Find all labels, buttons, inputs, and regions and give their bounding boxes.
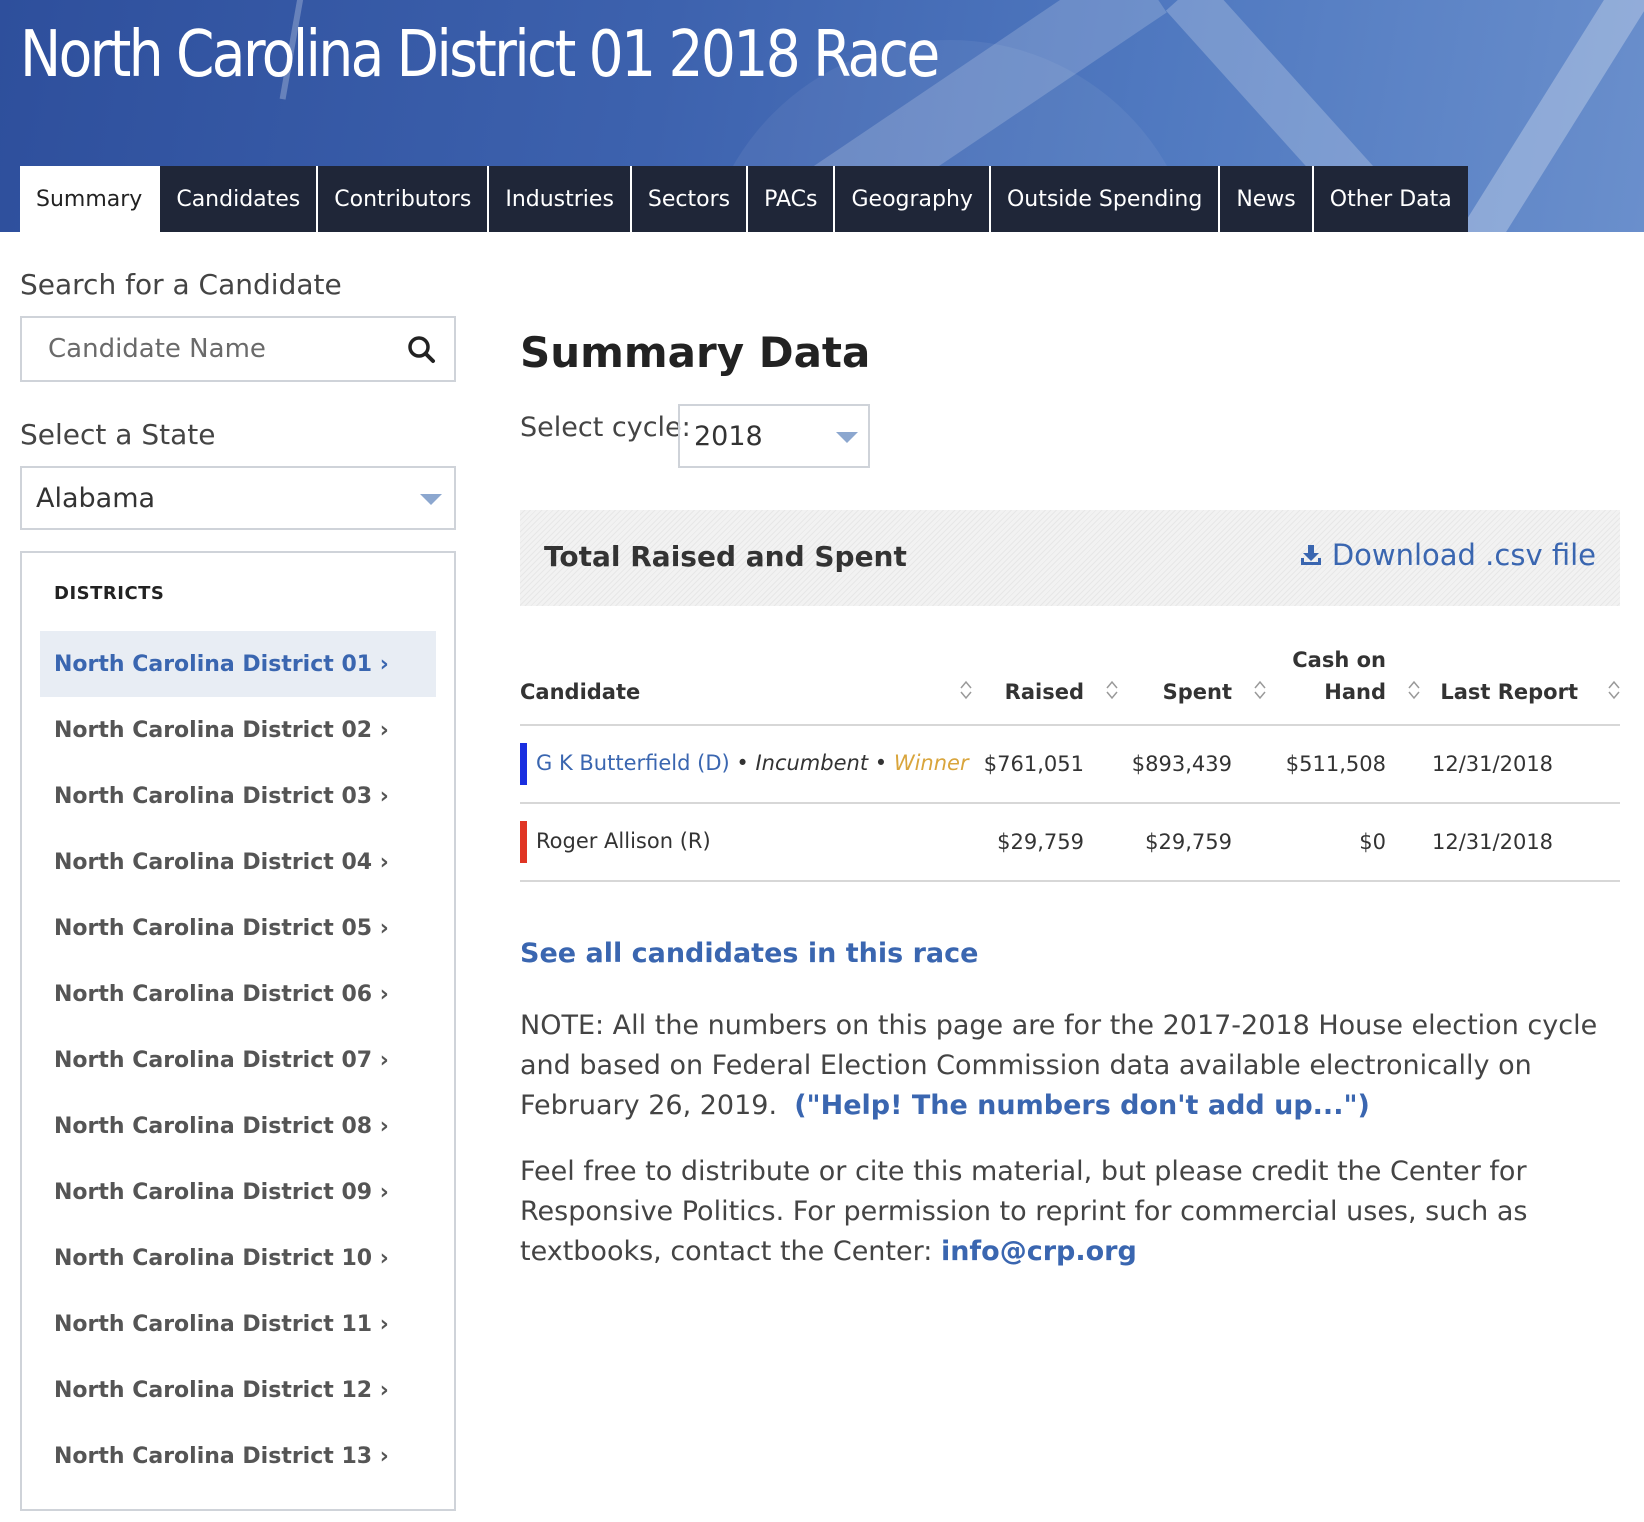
party-indicator-republican	[520, 821, 527, 863]
district-link-06[interactable]: North Carolina District 06 ›	[54, 981, 389, 1007]
last-report-cell: 12/31/2018	[1420, 803, 1620, 882]
district-link-03[interactable]: North Carolina District 03 ›	[54, 783, 389, 809]
cash-cell: $511,508	[1266, 725, 1420, 804]
tab-industries[interactable]: Industries	[489, 166, 632, 232]
tab-candidates[interactable]: Candidates	[160, 166, 319, 232]
state-label: Select a State	[20, 418, 216, 451]
table-row: Roger Allison (R) $29,759 $29,759 $0 12/…	[520, 803, 1620, 882]
col-cash-on-hand[interactable]: Cash on Hand	[1266, 644, 1420, 726]
district-link-05[interactable]: North Carolina District 05 ›	[54, 915, 389, 941]
col-raised-label: Raised	[1004, 680, 1084, 704]
district-link-08[interactable]: North Carolina District 08 ›	[54, 1113, 389, 1139]
candidate-link[interactable]: G K Butterfield (D)	[536, 751, 730, 775]
email-link[interactable]: info@crp.org	[940, 1236, 1137, 1267]
summary-title: Summary Data	[520, 328, 871, 377]
col-spent[interactable]: Spent	[1118, 644, 1266, 726]
raised-cell: $29,759	[972, 803, 1118, 882]
page-header: North Carolina District 01 2018 Race Sum…	[0, 0, 1644, 232]
state-select[interactable]: Alabama	[20, 466, 456, 530]
incumbent-label: Incumbent	[755, 751, 869, 775]
tab-summary[interactable]: Summary	[20, 166, 161, 232]
tab-outside-spending[interactable]: Outside Spending	[990, 166, 1221, 232]
district-link-01[interactable]: North Carolina District 01 ›	[40, 631, 436, 697]
col-cash-label-line1: Cash on	[1292, 648, 1386, 672]
sort-icon	[960, 680, 972, 700]
see-all-candidates-link[interactable]: See all candidates in this race	[520, 938, 979, 969]
spent-cell: $29,759	[1118, 803, 1266, 882]
note-paragraph: NOTE: All the numbers on this page are f…	[520, 1006, 1630, 1126]
race-tabs: Summary Candidates Contributors Industri…	[20, 166, 1468, 232]
page-title: North Carolina District 01 2018 Race	[20, 18, 940, 92]
table-row: G K Butterfield (D) • Incumbent • Winner…	[520, 725, 1620, 804]
tab-pacs[interactable]: PACs	[748, 166, 836, 232]
district-link-13[interactable]: North Carolina District 13 ›	[54, 1443, 389, 1469]
district-link-04[interactable]: North Carolina District 04 ›	[54, 849, 389, 875]
download-label: Download .csv file	[1331, 538, 1596, 572]
note-text: NOTE: All the numbers on this page are f…	[520, 1010, 1598, 1121]
cycle-label: Select cycle:	[520, 412, 691, 443]
party-indicator-democrat	[520, 743, 527, 785]
download-icon	[1300, 545, 1321, 565]
cycle-select[interactable]: 2018	[678, 404, 870, 468]
tab-other-data[interactable]: Other Data	[1313, 166, 1468, 232]
tab-sectors[interactable]: Sectors	[631, 166, 749, 232]
district-link-10[interactable]: North Carolina District 10 ›	[54, 1245, 389, 1271]
candidate-search	[20, 316, 456, 382]
spent-cell: $893,439	[1118, 725, 1266, 804]
district-link-11[interactable]: North Carolina District 11 ›	[54, 1311, 389, 1337]
sort-icon	[1106, 680, 1118, 700]
col-candidate[interactable]: Candidate	[520, 644, 972, 726]
col-spent-label: Spent	[1162, 680, 1232, 704]
candidate-cell: G K Butterfield (D) • Incumbent • Winner	[520, 725, 972, 804]
col-last-report-label: Last Report	[1440, 680, 1578, 704]
chevron-down-icon	[836, 432, 858, 443]
search-icon[interactable]	[406, 334, 438, 366]
results-table: Candidate Raised Spent Cash on Hand	[520, 644, 1620, 882]
cash-cell: $0	[1266, 803, 1420, 882]
tab-news[interactable]: News	[1220, 166, 1314, 232]
col-last-report[interactable]: Last Report	[1420, 644, 1620, 726]
col-cash-label-line2: Hand	[1324, 680, 1386, 704]
col-cash-label: Cash on Hand	[1292, 644, 1386, 708]
credit-paragraph: Feel free to distribute or cite this mat…	[520, 1152, 1630, 1272]
search-label: Search for a Candidate	[20, 268, 342, 301]
district-link-07[interactable]: North Carolina District 07 ›	[54, 1047, 389, 1073]
tab-contributors[interactable]: Contributors	[318, 166, 490, 232]
district-link-09[interactable]: North Carolina District 09 ›	[54, 1179, 389, 1205]
district-link-02[interactable]: North Carolina District 02 ›	[54, 717, 389, 743]
district-link-12[interactable]: North Carolina District 12 ›	[54, 1377, 389, 1403]
help-numbers-link[interactable]: ("Help! The numbers don't add up...")	[794, 1090, 1370, 1121]
district-list: North Carolina District 01 › North Carol…	[40, 631, 436, 1489]
credit-text: Feel free to distribute or cite this mat…	[520, 1156, 1528, 1267]
table-header-row: Candidate Raised Spent Cash on Hand	[520, 644, 1620, 726]
winner-label: Winner	[893, 751, 969, 775]
districts-heading: DISTRICTS	[54, 583, 165, 604]
sort-icon	[1254, 680, 1266, 700]
candidate-cell: Roger Allison (R)	[520, 803, 972, 882]
sort-icon	[1408, 680, 1420, 700]
col-candidate-label: Candidate	[520, 680, 641, 704]
col-raised[interactable]: Raised	[972, 644, 1118, 726]
tab-geography[interactable]: Geography	[835, 166, 991, 232]
sort-icon	[1608, 680, 1620, 700]
search-input[interactable]	[48, 334, 408, 364]
chevron-down-icon	[420, 494, 442, 505]
download-csv-link[interactable]: Download .csv file	[1300, 538, 1596, 572]
last-report-cell: 12/31/2018	[1420, 725, 1620, 804]
total-raised-spent-bar: Total Raised and Spent Download .csv fil…	[520, 510, 1620, 606]
separator: •	[874, 751, 888, 775]
districts-panel: DISTRICTS North Carolina District 01 › N…	[20, 551, 456, 1511]
cycle-select-value: 2018	[694, 420, 763, 452]
raised-cell: $761,051	[972, 725, 1118, 804]
state-select-value: Alabama	[36, 482, 156, 514]
candidate-name: Roger Allison (R)	[536, 829, 711, 853]
separator: •	[736, 751, 749, 775]
total-title: Total Raised and Spent	[544, 540, 907, 573]
